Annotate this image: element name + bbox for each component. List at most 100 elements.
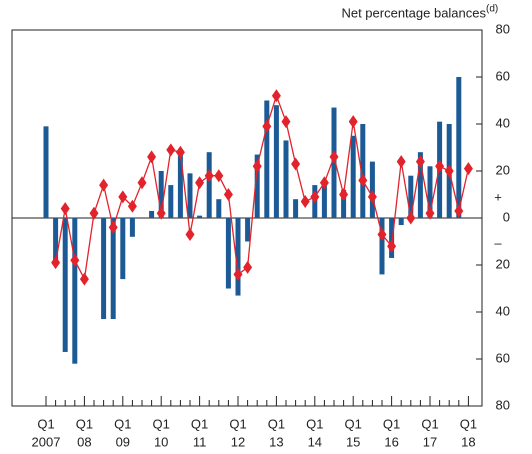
y-tick-label: 60 (496, 68, 510, 83)
bar (216, 199, 222, 218)
bar (283, 140, 289, 218)
x-tick-label: Q1 (383, 416, 400, 431)
diamond (204, 169, 214, 183)
diamond (99, 178, 109, 192)
bar (168, 185, 174, 218)
diamond (348, 115, 358, 129)
bar (264, 100, 270, 218)
diamond (387, 239, 397, 253)
diamond (300, 195, 310, 209)
diamond (396, 155, 406, 169)
x-year-label: 10 (154, 434, 168, 449)
bar (245, 218, 251, 242)
bar (110, 218, 116, 320)
x-tick-label: Q1 (114, 416, 131, 431)
diamond (156, 206, 166, 220)
x-year-label: 16 (384, 434, 398, 449)
x-tick-label: Q1 (421, 416, 438, 431)
diamond (415, 155, 425, 169)
bar (206, 152, 212, 218)
x-tick-label: Q1 (460, 416, 477, 431)
bar (379, 218, 385, 275)
x-tick-label: Q1 (76, 416, 93, 431)
diamond (281, 115, 291, 129)
minus-sign: – (494, 235, 502, 250)
bar (369, 161, 375, 218)
bar (417, 152, 423, 218)
x-year-label: 13 (269, 434, 283, 449)
x-year-label: 17 (423, 434, 437, 449)
bar (456, 77, 462, 218)
bar (408, 175, 414, 218)
bar (235, 218, 241, 296)
diamond (377, 227, 387, 241)
bar (197, 215, 203, 218)
bar (341, 189, 347, 218)
y-tick-label: 40 (496, 115, 510, 130)
bar (62, 218, 68, 352)
bar (254, 154, 260, 218)
diamond (425, 206, 435, 220)
diamond (60, 202, 70, 216)
diamond (319, 176, 329, 190)
bar (101, 218, 107, 320)
diamond (406, 211, 416, 225)
bar (273, 105, 279, 218)
diamond (367, 190, 377, 204)
diamond (243, 260, 253, 274)
x-tick-label: Q1 (37, 416, 54, 431)
x-tick-label: Q1 (268, 416, 285, 431)
y-tick-label: 60 (496, 350, 510, 365)
bar (120, 218, 126, 280)
y-axis-note: (d) (486, 4, 498, 15)
y-axis-label: Net percentage balances (341, 5, 486, 20)
diamond (137, 176, 147, 190)
diamond (262, 119, 272, 133)
diamond (118, 190, 128, 204)
diamond (271, 89, 281, 103)
diamond (233, 267, 243, 281)
bar (149, 210, 155, 218)
x-year-label: 09 (116, 434, 130, 449)
diamond (291, 157, 301, 171)
bar (360, 124, 366, 218)
x-year-label: 18 (461, 434, 475, 449)
x-year-label: 2007 (32, 434, 61, 449)
y-tick-label: 80 (496, 21, 510, 36)
diamond (329, 150, 339, 164)
y-tick-label: 0 (503, 209, 510, 224)
bar (158, 171, 164, 218)
x-year-label: 12 (231, 434, 245, 449)
bar (129, 218, 135, 237)
diamond (444, 164, 454, 178)
y-tick-label: 40 (496, 303, 510, 318)
diamond (463, 162, 473, 176)
diamond (214, 169, 224, 183)
bar (427, 166, 433, 218)
y-tick-label: 20 (496, 256, 510, 271)
diamond (185, 227, 195, 241)
bar (43, 126, 49, 218)
diamond (70, 253, 80, 267)
bar (177, 154, 183, 218)
bar (398, 218, 404, 226)
x-tick-label: Q1 (153, 416, 170, 431)
diamond (339, 188, 349, 201)
bar (389, 218, 395, 258)
diamond (89, 206, 99, 220)
bar (53, 218, 59, 263)
diamond (310, 190, 320, 204)
x-tick-label: Q1 (229, 416, 246, 431)
x-year-label: 14 (308, 434, 322, 449)
diamond (358, 173, 368, 187)
diamond (79, 272, 89, 286)
diamond (223, 188, 233, 201)
y-tick-label: 20 (496, 162, 510, 177)
diamond (195, 176, 205, 190)
diamond (51, 256, 61, 270)
diamond (147, 150, 157, 164)
diamond (108, 220, 118, 234)
x-year-label: 11 (193, 434, 207, 449)
diamond (454, 204, 464, 218)
bar (293, 199, 299, 218)
